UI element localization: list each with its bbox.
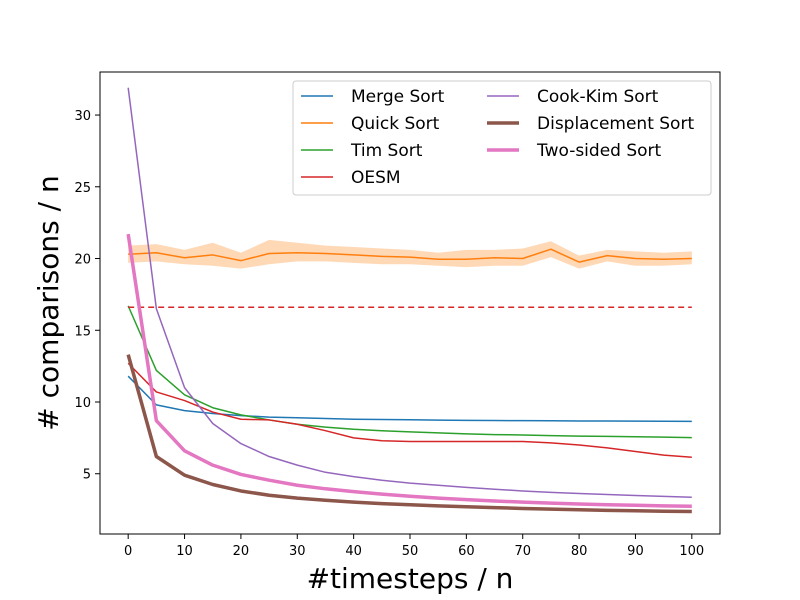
y-tick-label-30: 30: [74, 109, 91, 124]
y-tick-label-5: 5: [83, 468, 91, 483]
legend-label-oesm: OESM: [351, 168, 401, 188]
y-tick-label-25: 25: [74, 181, 91, 196]
merge-sort-line: [127, 375, 692, 423]
oesm-line: [127, 362, 692, 458]
y-tick-label-15: 15: [74, 324, 91, 339]
quick-sort-band-layer: [128, 239, 692, 269]
tim-sort-line: [127, 305, 692, 439]
x-tick-label-80: 80: [571, 544, 588, 559]
legend-box: [292, 80, 712, 196]
x-axis-ticks: 0 10 20 30 40 50 60 70 80 90 100: [124, 534, 704, 559]
x-tick-label-0: 0: [124, 544, 132, 559]
x-tick-label-70: 70: [514, 544, 531, 559]
x-tick-label-40: 40: [345, 544, 362, 559]
y-tick-label-10: 10: [74, 396, 91, 411]
legend-label-tim-sort: Tim Sort: [350, 141, 423, 161]
series-layer: [126, 87, 692, 514]
legend-label-quick-sort: Quick Sort: [351, 114, 440, 134]
legend-label-merge-sort: Merge Sort: [351, 87, 445, 107]
x-tick-label-10: 10: [176, 544, 193, 559]
displacement-sort-line: [126, 354, 692, 514]
legend: Merge Sort Quick Sort Tim Sort OESM Cook-Kim…: [292, 80, 712, 196]
x-tick-label-20: 20: [233, 544, 250, 559]
y-axis-label: # comparisons / n: [32, 175, 65, 430]
x-tick-label-60: 60: [458, 544, 475, 559]
legend-label-displacement-sort: Displacement Sort: [537, 114, 694, 134]
x-tick-label-50: 50: [402, 544, 419, 559]
x-tick-label-30: 30: [289, 544, 306, 559]
legend-label-two-sided-sort: Two-sided Sort: [536, 141, 662, 161]
quick-sort-band: [128, 239, 692, 269]
y-tick-label-20: 20: [74, 253, 91, 268]
y-axis-ticks: 5 10 15 20 25 30: [74, 109, 100, 483]
legend-label-cook-kim-sort: Cook-Kim Sort: [537, 87, 659, 107]
x-tick-label-100: 100: [679, 544, 704, 559]
quick-sort-line: [128, 248, 692, 263]
x-tick-label-90: 90: [627, 544, 644, 559]
cook-kim-sort-line: [127, 87, 692, 499]
x-axis-label: #timesteps / n: [307, 562, 514, 595]
two-sided-sort-line: [126, 233, 692, 509]
